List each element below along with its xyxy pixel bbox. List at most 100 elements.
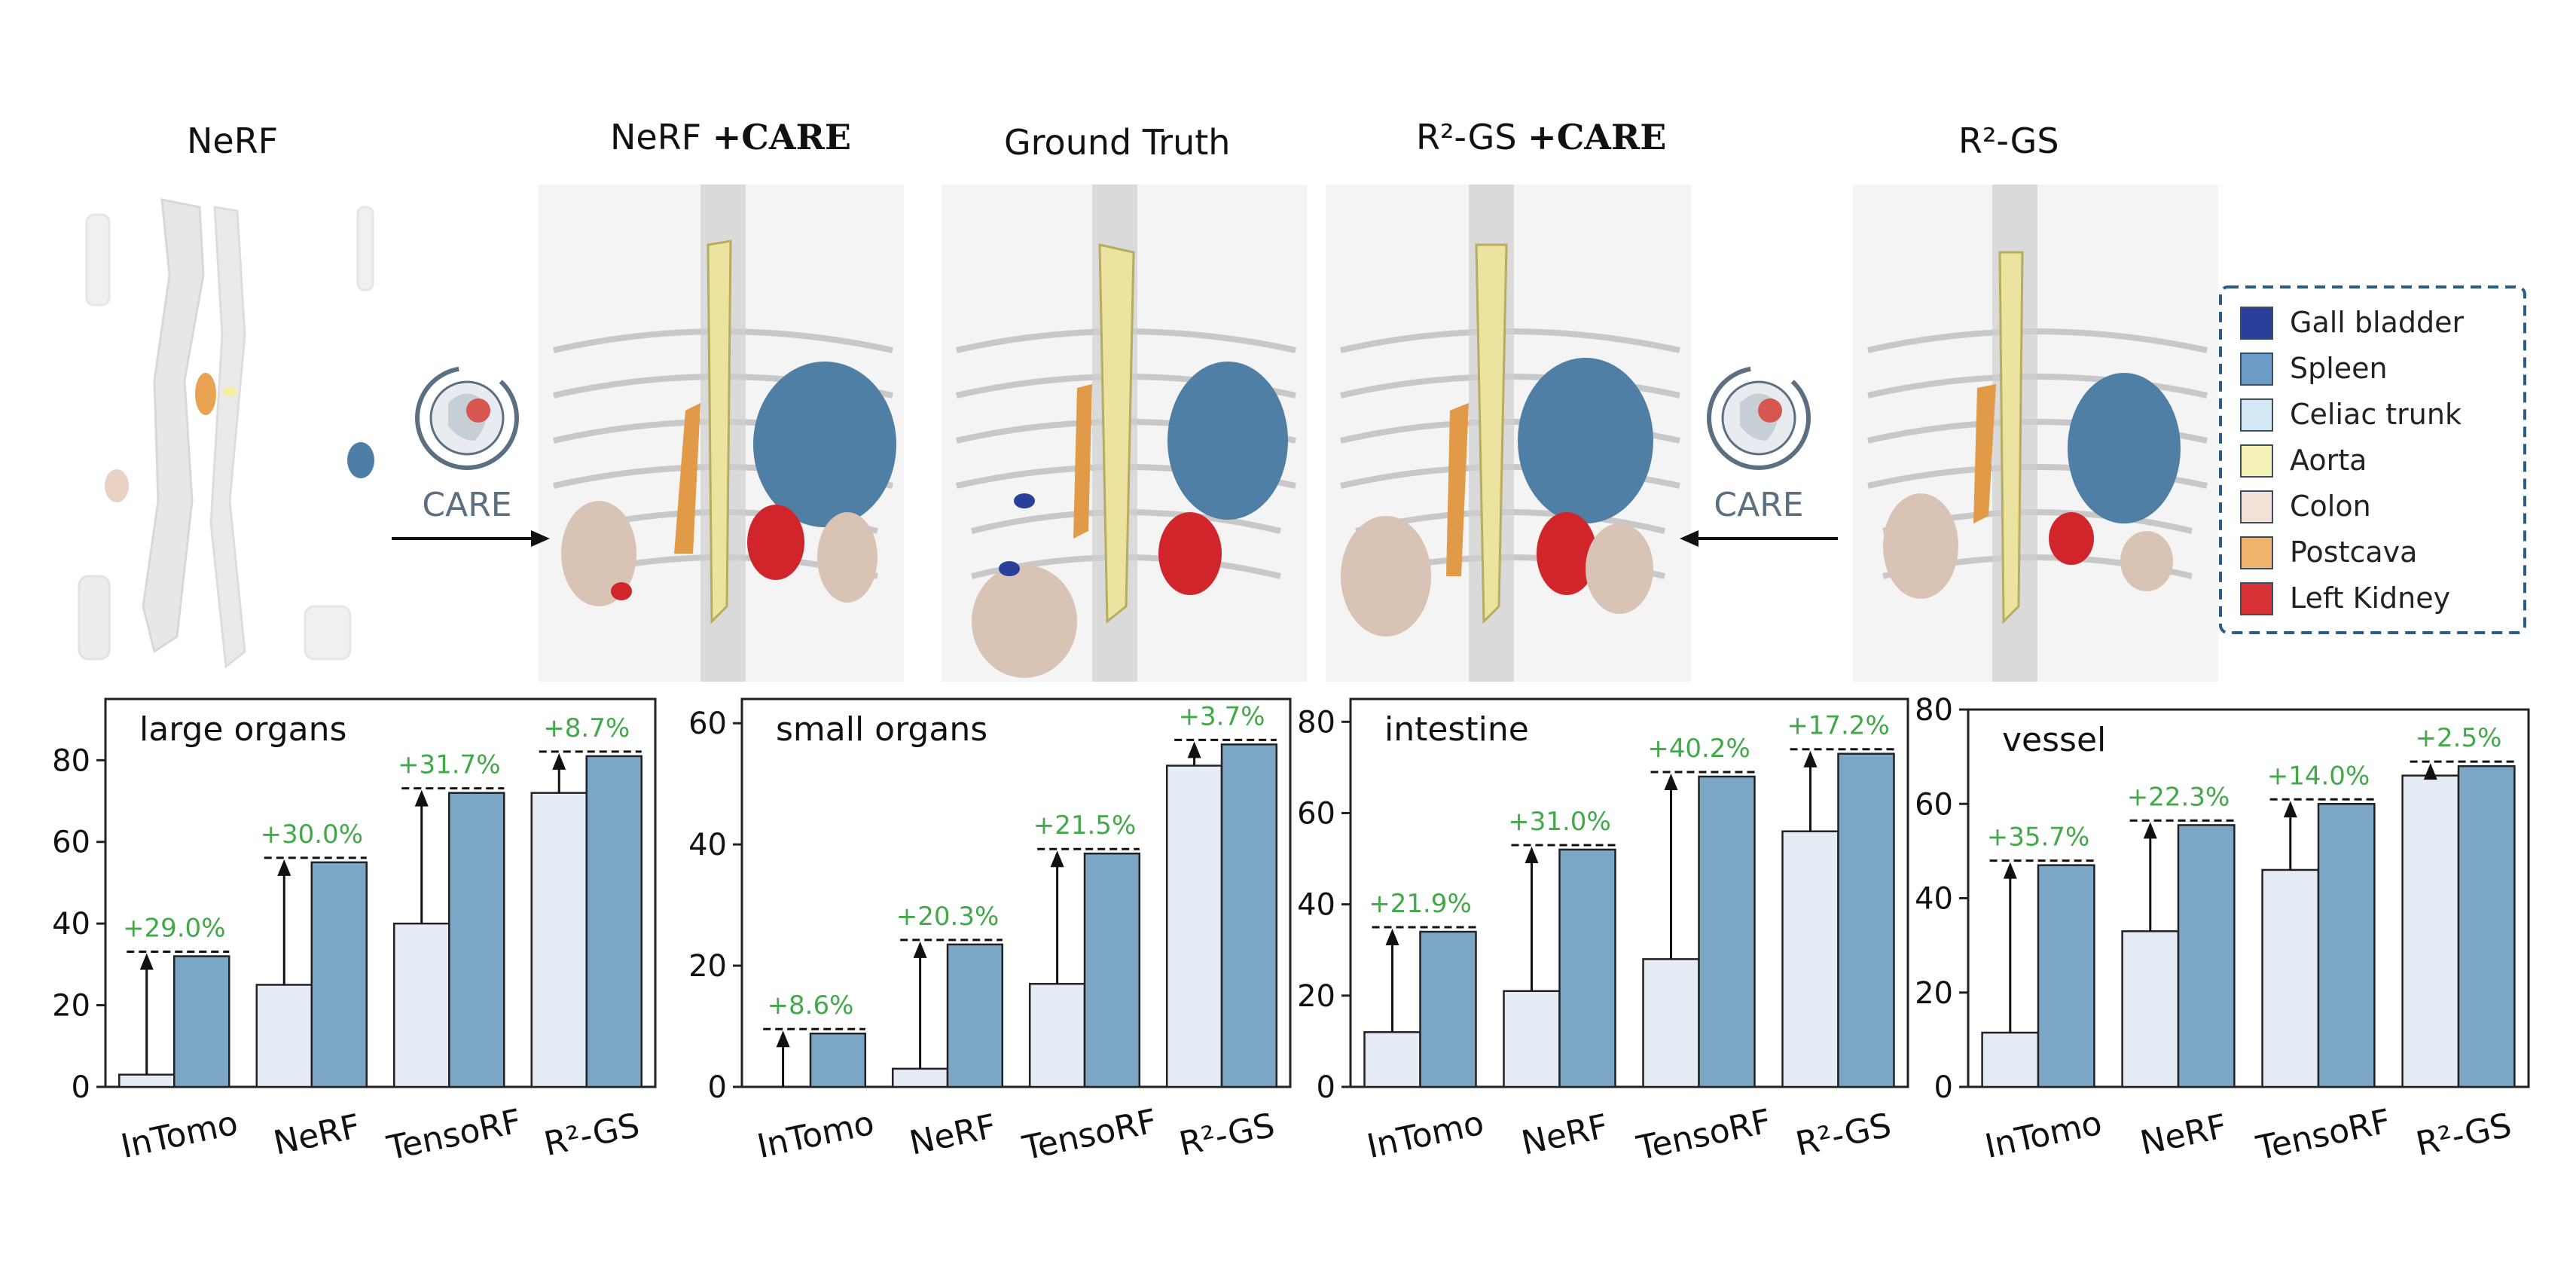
legend-swatch [2240,490,2273,523]
y-tick-label: 60 [1915,787,1953,822]
chart-title: intestine [1384,710,1529,749]
x-tick-label: InTomo [118,1104,241,1167]
bar-care [2177,824,2236,1088]
legend-swatch [2240,444,2273,478]
arrow-head [1187,741,1201,758]
care-logo-left-text: CARE [422,486,511,524]
care-logo-left: CARE [415,366,519,524]
x-tick-label: R²-GS [2413,1106,2515,1164]
arrow-right [392,530,550,547]
improvement-label: +21.9% [1369,889,1472,919]
chart-title: small organs [776,710,987,749]
render-r2gs [1853,185,2218,682]
chart-1: 0 20 40 60 small organs +8.6% InTomo +20.3% NeRF… [688,697,1292,1168]
y-tick-label: 80 [1915,693,1953,728]
title-ground-truth: Ground Truth [1004,122,1231,163]
legend-swatch [2240,353,2273,386]
arrow-head [776,1030,790,1048]
x-tick-label: NeRF [270,1107,364,1163]
legend-swatch [2240,582,2273,615]
improvement-label: +14.0% [2267,761,2370,791]
bar-care [946,943,1004,1088]
bar-baseline [1028,982,1086,1088]
arrow-head [277,859,291,876]
arrow-head [2423,763,2437,780]
improvement-label: +30.0% [261,819,364,850]
chart-0: 0 20 40 60 80 large organs +29.0% InTomo +30.0% N… [52,697,657,1168]
title-nerf-care: NeRF +CARE [610,117,851,157]
y-tick-label: 0 [72,1070,90,1105]
plot-frame [104,697,657,1088]
render-ground-truth [942,185,1307,682]
x-tick-label: TensoRF [383,1102,525,1168]
bar-care [809,1032,867,1088]
bar-care [585,755,642,1088]
y-tick-label: 40 [52,907,90,942]
bar-baseline [2121,930,2180,1088]
y-tick-label: 40 [1297,888,1335,923]
chart-title: vessel [2002,721,2106,759]
legend-label: Spleen [2290,352,2388,385]
x-tick-label: TensoRF [1633,1102,1775,1168]
bar-care [448,792,505,1088]
bar-care [1837,752,1895,1088]
arrow-head [913,941,927,958]
x-tick-label: R²-GS [1793,1106,1895,1164]
plot-frame [1349,697,1909,1088]
bar-care [1698,775,1756,1088]
improvement-label: +29.0% [123,914,226,944]
bar-baseline [1503,990,1561,1088]
y-tick-label: 0 [708,1070,727,1105]
bar-baseline [255,984,313,1088]
improvement-label: +40.2% [1647,734,1750,764]
bar-baseline [891,1067,949,1088]
y-tick-label: 60 [52,826,90,860]
bar-care [1083,852,1141,1088]
x-tick-label: NeRF [906,1107,1000,1163]
legend-label: Colon [2290,490,2371,523]
legend-swatch [2240,398,2273,432]
arrow-head [2283,801,2297,818]
arrow-head [2143,822,2157,839]
bar-care [2317,803,2376,1088]
arrow-head [139,953,154,970]
chart-3: 0 20 40 60 80 vessel +35.7% InTomo +22.3% NeRF +14… [1915,693,2530,1168]
legend-swatch [2240,536,2273,569]
title-nerf: NeRF [187,121,279,161]
y-tick-label: 40 [688,828,727,862]
x-tick-label: TensoRF [1019,1102,1161,1168]
bar-care [1220,743,1278,1088]
bar-care [2457,765,2516,1088]
bar-baseline [2261,868,2320,1088]
improvement-label: +22.3% [2127,782,2230,812]
bar-baseline [1165,765,1223,1088]
improvement-label: +35.7% [1987,823,2090,853]
improvement-label: +31.7% [398,750,501,780]
bar-baseline [2401,774,2460,1088]
y-tick-label: 60 [688,707,727,741]
x-tick-label: InTomo [754,1104,877,1167]
bar-care [1558,848,1616,1088]
legend-label: Postcava [2290,536,2417,569]
chart-2: 0 20 40 60 80 intestine +21.9% InTomo +31.0% NeRF… [1297,697,1909,1168]
legend-swatch [2240,307,2273,340]
arrow-head [414,789,429,807]
x-tick-label: R²-GS [1176,1106,1278,1164]
x-tick-label: InTomo [1363,1104,1487,1167]
arrow-head [552,752,566,770]
x-tick-label: TensoRF [2253,1102,2394,1168]
x-tick-label: NeRF [1518,1107,1612,1163]
arrow-head [1664,774,1678,790]
x-tick-label: R²-GS [541,1106,643,1164]
care-logo-right: CARE [1707,366,1811,524]
bar-baseline [530,792,588,1088]
render-r2gs-care [1326,185,1691,682]
bar-care [2037,864,2095,1088]
x-tick-label: InTomo [1982,1104,2105,1167]
improvement-label: +3.7% [1179,701,1265,731]
arrow-head [1525,846,1539,863]
y-tick-label: 20 [1297,979,1335,1014]
y-tick-label: 0 [1934,1070,1953,1105]
render-nerf [78,198,374,669]
